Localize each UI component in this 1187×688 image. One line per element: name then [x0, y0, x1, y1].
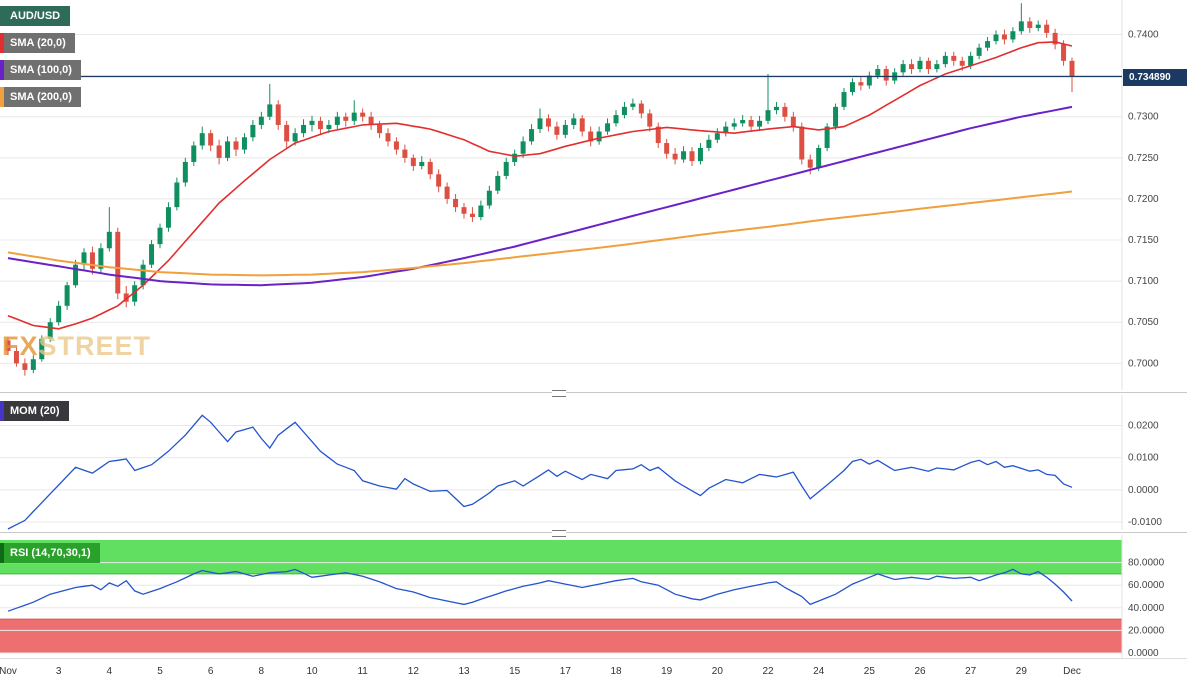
sma-line — [7, 41, 1073, 330]
rsi-axis-label: 60.0000 — [1128, 580, 1165, 591]
symbol-label: AUD/USD — [10, 10, 61, 22]
rsi-chart-canvas[interactable]: 80.0000 60.0000 40.0000 20.0000 0.0000 — [0, 535, 1187, 658]
price-axis-grid: 0.74000.73500.73000.72500.72000.71500.71… — [0, 30, 1159, 369]
mom-axis-label: 0.0200 — [1128, 421, 1159, 432]
mom-axis-label: 0.0100 — [1128, 453, 1159, 464]
sma-line — [7, 105, 1073, 287]
time-axis[interactable]: Nov 3 4 5 6 8 10 11 12 13 15 17 18 19 20 22 24 25 26 27 29 De… — [0, 658, 1187, 688]
rsi-axis-grid: 80.0000 60.0000 40.0000 20.0000 0.0000 — [0, 558, 1165, 658]
time-axis-label: 6 — [207, 666, 214, 677]
price-panel: 0.74000.73500.73000.72500.72000.71500.71… — [0, 0, 1187, 390]
sma200-label: SMA (200,0) — [10, 91, 72, 103]
time-axis-label: 12 — [407, 666, 419, 677]
time-axis-label: 29 — [1015, 666, 1027, 677]
sma100-label: SMA (100,0) — [10, 64, 72, 76]
time-axis-label: 19 — [661, 666, 673, 677]
mom-badge[interactable]: MOM (20) — [0, 401, 69, 421]
rsi-axis-label: 40.0000 — [1128, 603, 1165, 614]
rsi-color-swatch-icon — [0, 543, 4, 563]
time-axis-label: 3 — [55, 666, 62, 677]
time-axis-label: 17 — [559, 666, 571, 677]
price-chart-canvas[interactable]: 0.74000.73500.73000.72500.72000.71500.71… — [0, 0, 1187, 390]
time-axis-label: 25 — [863, 666, 875, 677]
mom-color-swatch-icon — [0, 401, 4, 421]
time-axis-label: 27 — [965, 666, 977, 677]
rsi-badge[interactable]: RSI (14,70,30,1) — [0, 543, 100, 563]
sma-line — [7, 190, 1073, 277]
mom-axis-grid: 0.0200 0.0100 0.0000 -0.0100 — [0, 421, 1162, 528]
sma20-label: SMA (20,0) — [10, 37, 66, 49]
time-axis-label: 24 — [813, 666, 825, 677]
time-axis-label: Nov — [0, 666, 17, 677]
time-axis-label: 18 — [610, 666, 622, 677]
rsi-zone-overbought — [0, 540, 1122, 574]
time-axis-label: 22 — [762, 666, 774, 677]
momentum-panel: 0.0200 0.0100 0.0000 -0.0100 MOM (20) — [0, 395, 1187, 530]
time-axis-label: 20 — [711, 666, 723, 677]
price-axis-label: 0.7000 — [1128, 358, 1159, 369]
price-axis-label: 0.7200 — [1128, 194, 1159, 205]
time-axis-label: 4 — [106, 666, 113, 677]
price-axis-label: 0.7250 — [1128, 153, 1159, 164]
mom-label: MOM (20) — [10, 405, 60, 417]
sma20-badge[interactable]: SMA (20,0) — [0, 33, 75, 53]
price-axis-label: 0.7300 — [1128, 112, 1159, 123]
time-axis-label: 15 — [509, 666, 521, 677]
rsi-line — [7, 568, 1073, 612]
sma200-color-swatch-icon — [0, 87, 4, 107]
mom-axis-label: -0.0100 — [1128, 517, 1162, 528]
price-axis-label: 0.7150 — [1128, 235, 1159, 246]
splitter-grip-icon[interactable] — [552, 530, 566, 537]
price-axis-label: 0.7050 — [1128, 317, 1159, 328]
time-axis-label: Dec — [1063, 666, 1081, 677]
rsi-label: RSI (14,70,30,1) — [10, 547, 91, 559]
rsi-panel: 80.0000 60.0000 40.0000 20.0000 0.0000 RSI (… — [0, 535, 1187, 658]
time-axis-label: 10 — [306, 666, 318, 677]
last-price-tag: 0.734890 — [1123, 68, 1187, 86]
time-axis-label: 5 — [157, 666, 163, 677]
mom-line — [7, 414, 1073, 530]
time-axis-label: 11 — [357, 666, 368, 677]
rsi-axis-label: 20.0000 — [1128, 625, 1165, 636]
rsi-zone-oversold — [0, 619, 1122, 653]
price-axis-label: 0.7100 — [1128, 276, 1159, 287]
time-axis-label: 26 — [914, 666, 926, 677]
panel-splitter-2[interactable] — [0, 530, 1187, 537]
rsi-axis-label: 0.0000 — [1128, 648, 1159, 658]
panel-splitter-1[interactable] — [0, 390, 1187, 397]
momentum-chart-canvas[interactable]: 0.0200 0.0100 0.0000 -0.0100 — [0, 395, 1187, 530]
splitter-grip-icon[interactable] — [552, 390, 566, 397]
sma100-color-swatch-icon — [0, 60, 4, 80]
rsi-axis-label: 80.0000 — [1128, 558, 1165, 569]
time-axis-label: 8 — [258, 666, 265, 677]
time-axis-label: 13 — [458, 666, 470, 677]
sma20-color-swatch-icon — [0, 33, 4, 53]
price-axis-label: 0.7400 — [1128, 30, 1159, 41]
mom-axis-label: 0.0000 — [1128, 485, 1159, 496]
sma100-badge[interactable]: SMA (100,0) — [0, 60, 81, 80]
symbol-badge[interactable]: AUD/USD — [0, 6, 71, 26]
candles-layer — [5, 3, 1075, 376]
sma200-badge[interactable]: SMA (200,0) — [0, 87, 81, 107]
legend: AUD/USD SMA (20,0) SMA (100,0) SMA (200,… — [0, 6, 81, 114]
